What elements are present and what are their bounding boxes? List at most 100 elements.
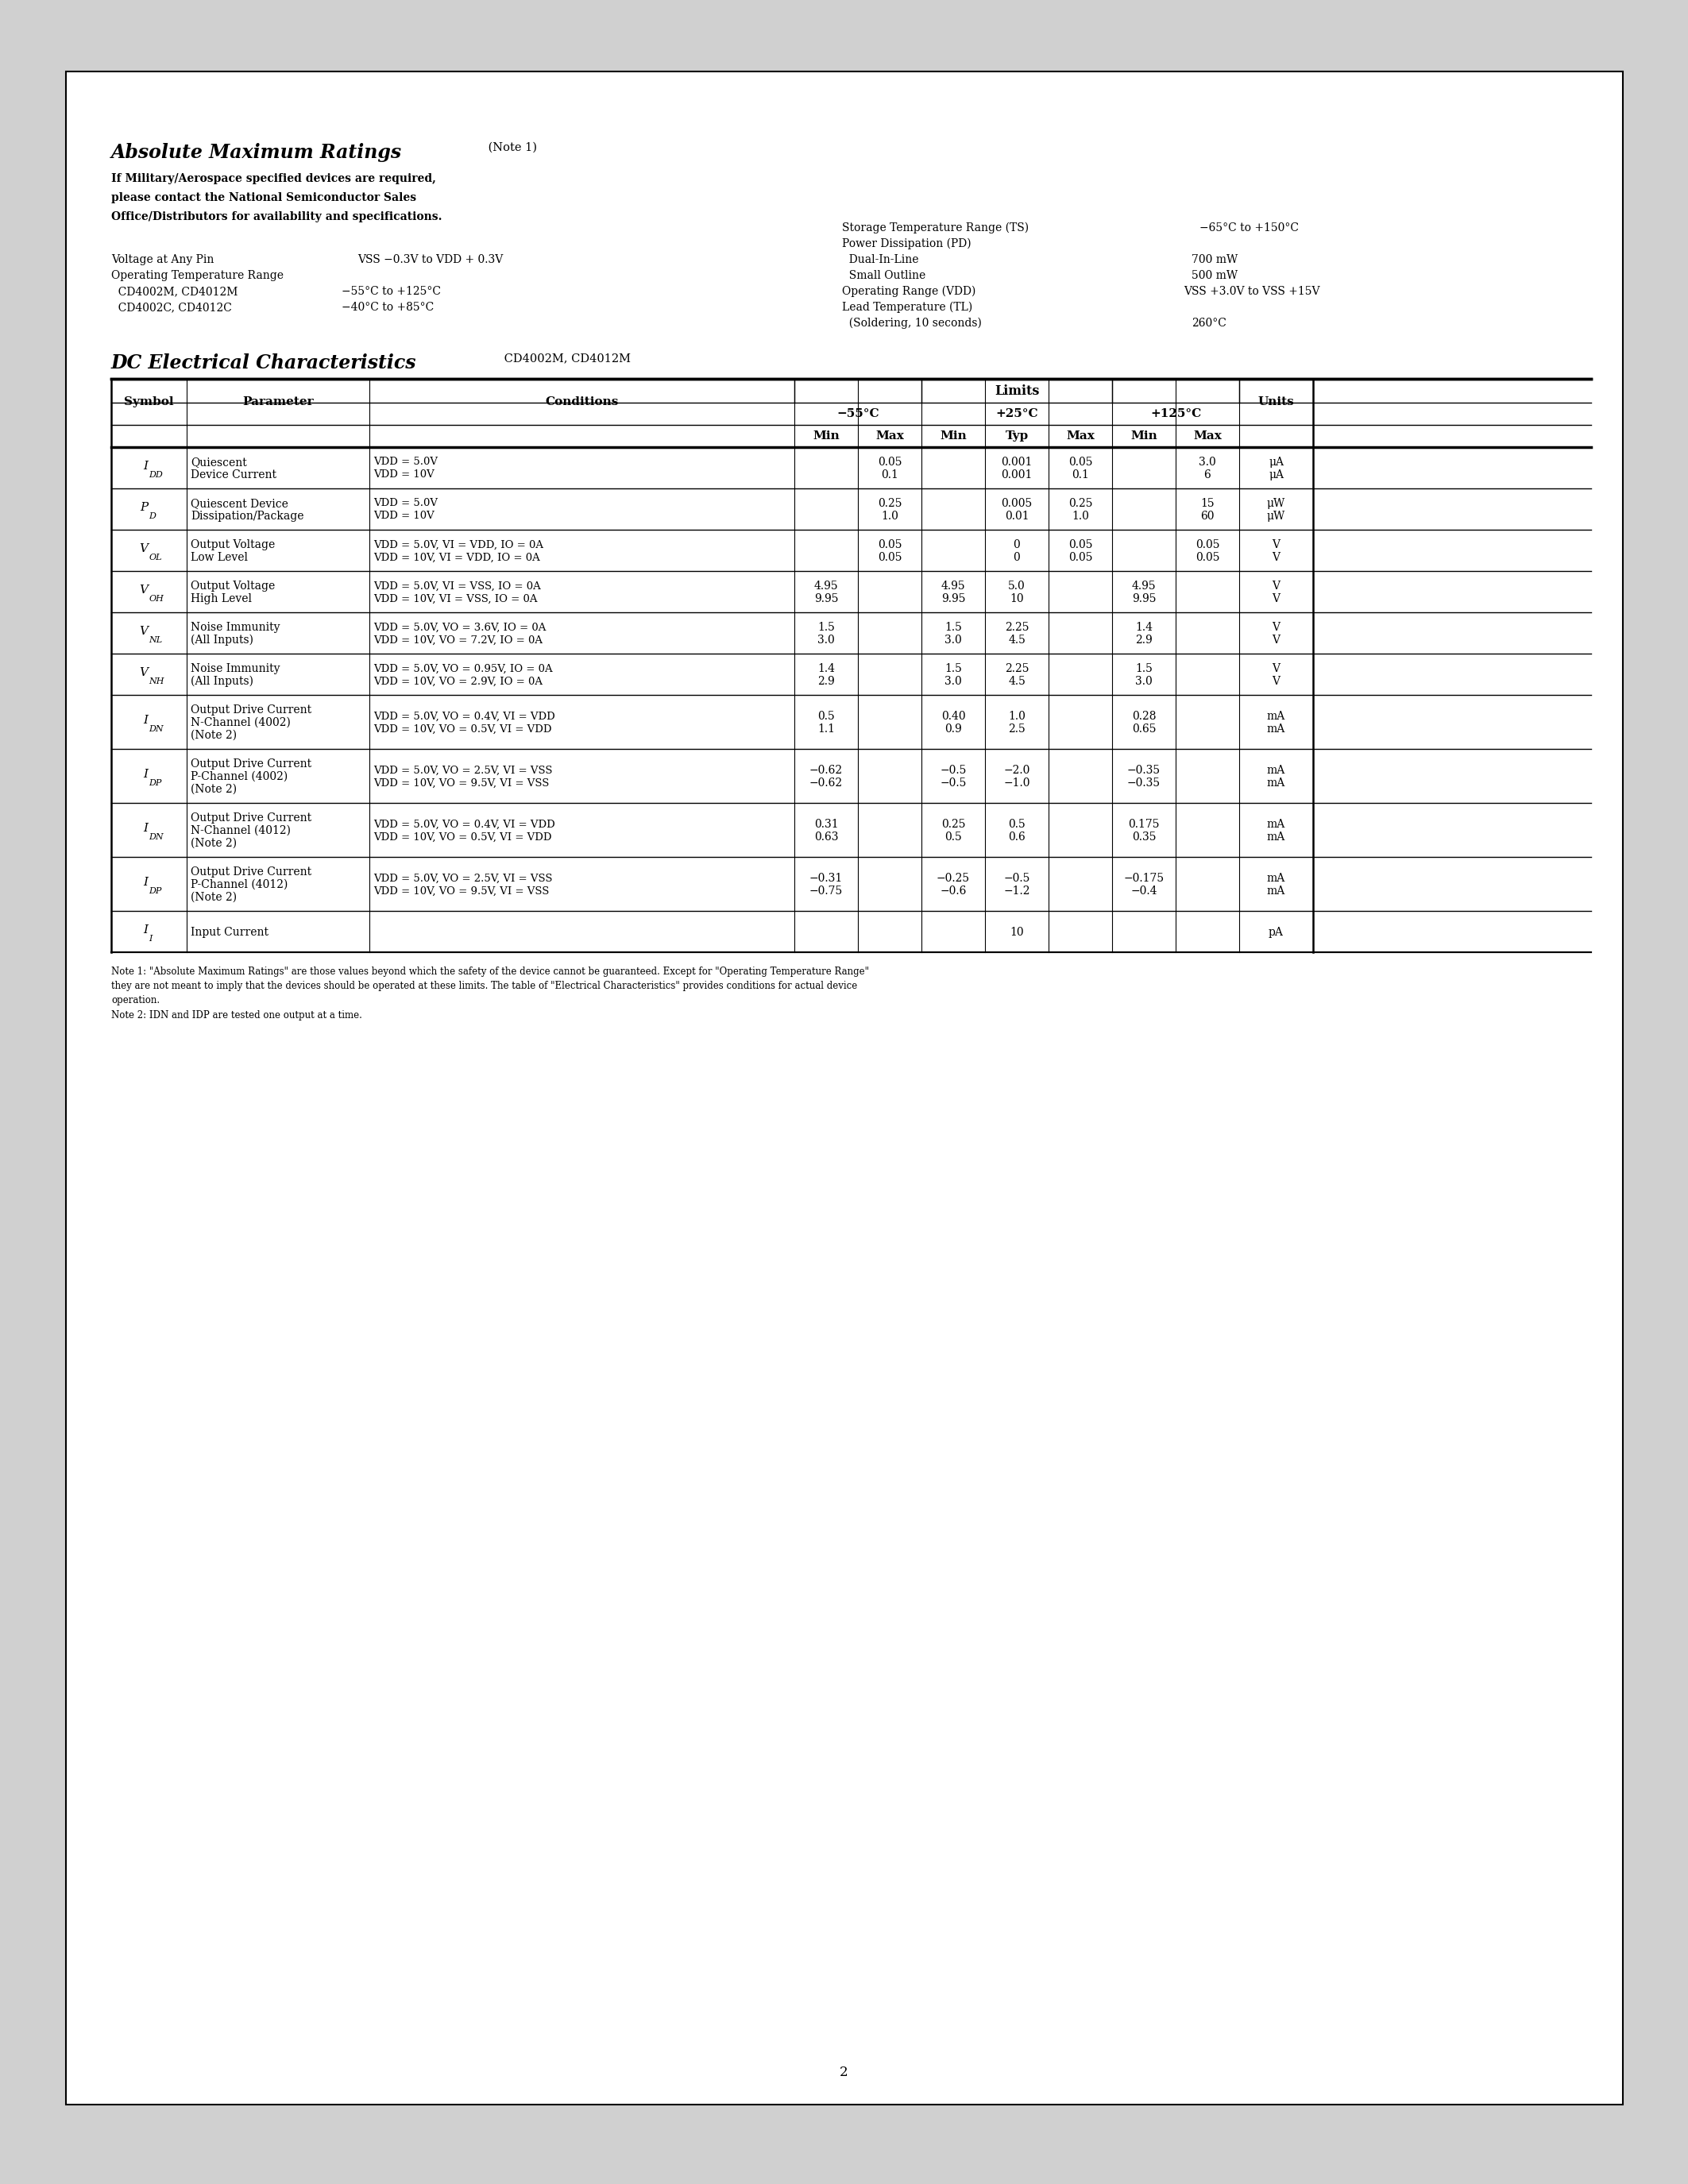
Text: (Note 1): (Note 1) [484,142,537,153]
Text: Output Voltage: Output Voltage [191,539,275,550]
Text: 0.31: 0.31 [814,819,839,830]
Text: Units: Units [1258,395,1295,408]
Text: 0.01: 0.01 [1004,511,1030,522]
Text: −40°C to +85°C: −40°C to +85°C [341,301,434,312]
Text: μA: μA [1269,456,1283,467]
Text: V: V [1273,622,1280,633]
Text: If Military/Aerospace specified devices are required,: If Military/Aerospace specified devices … [111,173,436,183]
Text: VDD = 10V, VI = VDD, IO = 0A: VDD = 10V, VI = VDD, IO = 0A [373,553,540,563]
Text: 5.0: 5.0 [1008,581,1025,592]
Text: 2.25: 2.25 [1004,622,1030,633]
Text: mA: mA [1268,764,1285,775]
Text: 0.25: 0.25 [878,498,901,509]
Text: 4.5: 4.5 [1008,633,1026,646]
Text: 2.5: 2.5 [1008,723,1025,734]
Text: DC Electrical Characteristics: DC Electrical Characteristics [111,354,417,373]
Text: VDD = 5.0V, VO = 3.6V, IO = 0A: VDD = 5.0V, VO = 3.6V, IO = 0A [373,622,545,633]
Text: V: V [1273,594,1280,605]
Text: 3.0: 3.0 [817,633,836,646]
Text: 700 mW: 700 mW [1192,253,1237,264]
Text: −0.75: −0.75 [809,885,842,895]
Text: Max: Max [1067,430,1094,441]
Text: mA: mA [1268,819,1285,830]
Text: +125°C: +125°C [1150,408,1202,419]
Text: 0.05: 0.05 [1069,539,1092,550]
Text: 0.28: 0.28 [1131,710,1156,721]
Text: +25°C: +25°C [996,408,1038,419]
Text: −1.0: −1.0 [1003,778,1030,788]
Text: P: P [140,502,149,513]
Text: Quiescent Device: Quiescent Device [191,498,289,509]
Text: Min: Min [1131,430,1158,441]
Text: −55°C: −55°C [837,408,879,419]
Text: mA: mA [1268,874,1285,885]
Text: 0.5: 0.5 [945,832,962,843]
Text: 0.25: 0.25 [1069,498,1092,509]
Text: Output Drive Current: Output Drive Current [191,703,312,716]
Text: 2.25: 2.25 [1004,664,1030,675]
Text: I: I [143,924,149,935]
Text: VDD = 10V, VO = 9.5V, VI = VSS: VDD = 10V, VO = 9.5V, VI = VSS [373,887,549,895]
Text: 0.1: 0.1 [1072,470,1089,480]
Text: 9.95: 9.95 [942,594,966,605]
Text: V: V [140,627,149,638]
Text: pA: pA [1269,926,1283,937]
Text: I: I [143,876,149,889]
Text: 0.001: 0.001 [1001,456,1033,467]
Text: NH: NH [149,677,164,686]
Text: 1.4: 1.4 [1134,622,1153,633]
Text: 1.5: 1.5 [817,622,836,633]
Text: mA: mA [1268,885,1285,895]
Text: VDD = 10V: VDD = 10V [373,511,434,522]
Text: (Soldering, 10 seconds): (Soldering, 10 seconds) [842,317,982,330]
Text: 0.005: 0.005 [1001,498,1033,509]
Text: μW: μW [1268,511,1285,522]
Text: Min: Min [940,430,967,441]
Text: I: I [143,461,149,472]
Text: 0.65: 0.65 [1131,723,1156,734]
Text: Max: Max [876,430,905,441]
Text: DD: DD [149,472,164,478]
Text: 9.95: 9.95 [814,594,839,605]
Text: μW: μW [1268,498,1285,509]
Text: VDD = 5.0V, VI = VSS, IO = 0A: VDD = 5.0V, VI = VSS, IO = 0A [373,581,540,592]
Text: −2.0: −2.0 [1003,764,1030,775]
Text: 10: 10 [1009,926,1023,937]
Text: −65°C to +150°C: −65°C to +150°C [1200,223,1298,234]
Text: 4.5: 4.5 [1008,675,1026,686]
Text: N-Channel (4012): N-Channel (4012) [191,826,290,836]
Text: Small Outline: Small Outline [842,271,925,282]
Text: High Level: High Level [191,594,252,605]
Text: (Note 2): (Note 2) [191,729,236,740]
Text: −0.175: −0.175 [1124,874,1165,885]
Text: 1.1: 1.1 [817,723,836,734]
Text: VDD = 5.0V, VI = VDD, IO = 0A: VDD = 5.0V, VI = VDD, IO = 0A [373,539,544,550]
Text: (Note 2): (Note 2) [191,891,236,902]
Text: 0.001: 0.001 [1001,470,1033,480]
Text: V: V [1273,633,1280,646]
Text: Power Dissipation (PD): Power Dissipation (PD) [842,238,971,249]
Text: OH: OH [149,594,164,603]
Text: 0.5: 0.5 [1008,819,1025,830]
Text: OL: OL [149,553,162,561]
Text: Note 1: "Absolute Maximum Ratings" are those values beyond which the safety of t: Note 1: "Absolute Maximum Ratings" are t… [111,968,869,1005]
Text: 2.9: 2.9 [817,675,836,686]
Text: −0.62: −0.62 [810,778,842,788]
Text: VDD = 5.0V, VO = 0.4V, VI = VDD: VDD = 5.0V, VO = 0.4V, VI = VDD [373,819,555,830]
Text: mA: mA [1268,778,1285,788]
Text: 1.5: 1.5 [1134,664,1153,675]
Text: (Note 2): (Note 2) [191,784,236,795]
Text: Symbol: Symbol [125,395,174,408]
Text: please contact the National Semiconductor Sales: please contact the National Semiconducto… [111,192,417,203]
Text: −0.5: −0.5 [940,764,967,775]
Text: V: V [1273,581,1280,592]
Text: Dual-In-Line: Dual-In-Line [842,253,918,264]
Text: CD4002M, CD4012M: CD4002M, CD4012M [111,286,238,297]
Text: Note 2: IDN and IDP are tested one output at a time.: Note 2: IDN and IDP are tested one outpu… [111,1011,363,1020]
Text: I: I [143,823,149,834]
Text: −0.5: −0.5 [940,778,967,788]
Text: 0.35: 0.35 [1131,832,1156,843]
Text: I: I [143,769,149,780]
Text: Parameter: Parameter [243,395,314,408]
Text: 1.5: 1.5 [945,664,962,675]
